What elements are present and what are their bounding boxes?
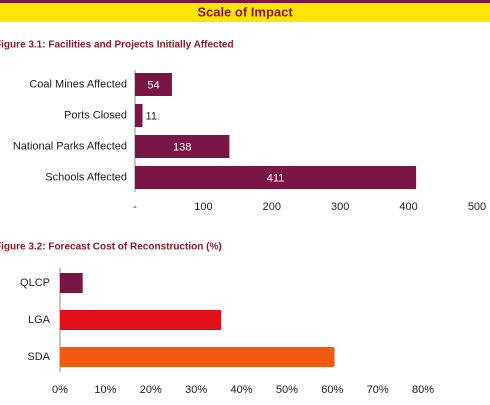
x-tick-label: 50% <box>276 384 298 396</box>
header-band <box>0 3 490 22</box>
value-label: 11 <box>146 110 157 122</box>
value-label: 54 <box>147 79 159 91</box>
category-label: Schools Affected <box>45 171 127 183</box>
x-tick-label: 80% <box>412 384 434 396</box>
bar <box>60 347 335 367</box>
x-tick-label: 200 <box>263 201 281 213</box>
x-tick-label: - <box>133 201 137 213</box>
header-title: Scale of Impact <box>197 4 293 19</box>
bar <box>135 104 143 127</box>
bar <box>135 135 230 158</box>
chart-title: Figure 3.1: Facilities and Projects Init… <box>0 40 234 51</box>
x-tick-label: 0% <box>52 384 68 396</box>
value-label: 411 <box>267 172 285 184</box>
x-tick-label: 30% <box>185 384 207 396</box>
bar <box>135 166 417 189</box>
bar <box>60 273 83 293</box>
category-label: SDA <box>27 351 50 363</box>
x-tick-label: 400 <box>399 201 417 213</box>
x-tick-label: 300 <box>331 201 349 213</box>
bar <box>135 73 172 96</box>
x-tick-label: 40% <box>230 384 252 396</box>
header-stripe <box>0 0 490 3</box>
category-label: Coal Mines Affected <box>29 78 127 90</box>
x-tick-label: 10% <box>94 384 116 396</box>
chart-title: Figure 3.2: Forecast Cost of Reconstruct… <box>0 242 222 253</box>
category-label: LGA <box>28 314 51 326</box>
bar <box>60 310 222 330</box>
x-tick-label: 100 <box>194 201 212 213</box>
value-label: 138 <box>173 141 191 153</box>
x-tick-label: 20% <box>140 384 162 396</box>
x-tick-label: 70% <box>367 384 389 396</box>
x-tick-label: 500 <box>468 201 486 213</box>
category-label: Ports Closed <box>64 109 127 121</box>
category-label: National Parks Affected <box>13 140 127 152</box>
category-label: QLCP <box>20 277 50 289</box>
x-tick-label: 60% <box>321 384 343 396</box>
